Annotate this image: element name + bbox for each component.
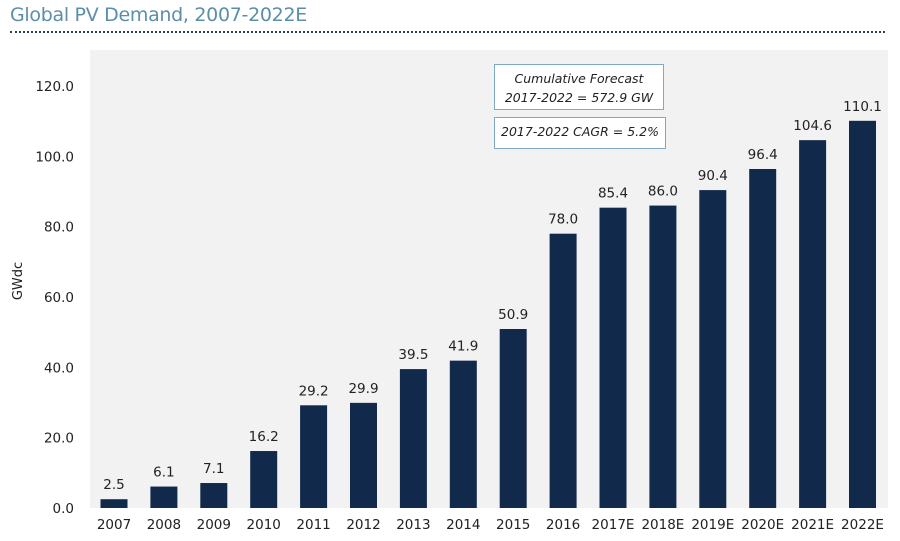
data-label: 90.4: [698, 168, 728, 184]
data-label: 86.0: [648, 184, 678, 200]
y-tick-label: 120.0: [35, 79, 74, 95]
x-tick-label: 2022E: [841, 517, 884, 533]
x-tick-label: 2018E: [641, 517, 684, 533]
x-tick-label: 2020E: [741, 517, 784, 533]
bar-2018E: [649, 205, 677, 509]
x-tick-label: 2008: [147, 517, 181, 533]
data-label: 29.2: [299, 383, 329, 399]
bar-2010: [250, 451, 278, 508]
cagr-note: 2017-2022 CAGR = 5.2%: [494, 117, 666, 149]
data-label: 6.1: [153, 465, 174, 481]
y-tick-label: 40.0: [44, 360, 74, 376]
y-tick-label: 60.0: [44, 290, 74, 306]
bar-2008: [150, 486, 178, 508]
data-label: 110.1: [843, 99, 882, 115]
x-tick-label: 2011: [296, 517, 330, 533]
bar-2022E: [849, 120, 876, 508]
cagr-text: 2017-2022 CAGR = 5.2%: [501, 124, 659, 139]
bar-2021E: [799, 140, 827, 508]
x-tick-label: 2012: [346, 517, 380, 533]
title-divider: [10, 31, 885, 33]
bar-2015: [499, 329, 527, 508]
chart-title: Global PV Demand, 2007-2022E: [10, 4, 307, 26]
x-tick-label: 2010: [247, 517, 281, 533]
x-tick-label: 2007: [97, 517, 131, 533]
x-tick-label: 2016: [546, 517, 580, 533]
bar-2019E: [699, 190, 727, 509]
x-tick-label: 2009: [197, 517, 231, 533]
y-tick-label: 0.0: [53, 501, 74, 517]
bar-2013: [399, 369, 427, 508]
y-tick-label: 80.0: [44, 220, 74, 236]
y-tick-label: 100.0: [35, 149, 74, 165]
x-tick-label: 2017E: [592, 517, 635, 533]
bar-2007: [100, 499, 128, 508]
data-label: 41.9: [448, 339, 478, 355]
data-label: 104.6: [793, 118, 832, 134]
x-tick-label: 2015: [496, 517, 530, 533]
data-label: 96.4: [748, 147, 778, 163]
data-label: 29.9: [348, 381, 378, 397]
x-tick-label: 2019E: [691, 517, 734, 533]
x-tick-label: 2021E: [791, 517, 834, 533]
bar-2012: [350, 402, 377, 508]
x-tick-label: 2013: [396, 517, 430, 533]
data-label: 16.2: [249, 429, 279, 445]
bar-2016: [549, 233, 577, 508]
bar-2014: [449, 360, 477, 508]
cumulative-forecast-note: Cumulative Forecast 2017-2022 = 572.9 GW: [494, 64, 664, 110]
data-label: 39.5: [398, 347, 428, 363]
y-axis-label: GWdc: [11, 262, 26, 300]
bar-2011: [300, 405, 328, 508]
bar-2017E: [599, 207, 627, 508]
cumulative-forecast-line1: Cumulative Forecast: [514, 71, 644, 86]
data-label: 50.9: [498, 307, 528, 323]
cumulative-forecast-line2: 2017-2022 = 572.9 GW: [504, 90, 654, 105]
bar-2020E: [749, 168, 777, 508]
y-tick-label: 20.0: [44, 431, 74, 447]
data-label: 85.4: [598, 186, 628, 202]
bar-2009: [200, 483, 228, 508]
x-tick-label: 2014: [446, 517, 480, 533]
data-label: 78.0: [548, 212, 578, 228]
data-label: 2.5: [103, 477, 124, 493]
data-label: 7.1: [203, 461, 224, 477]
